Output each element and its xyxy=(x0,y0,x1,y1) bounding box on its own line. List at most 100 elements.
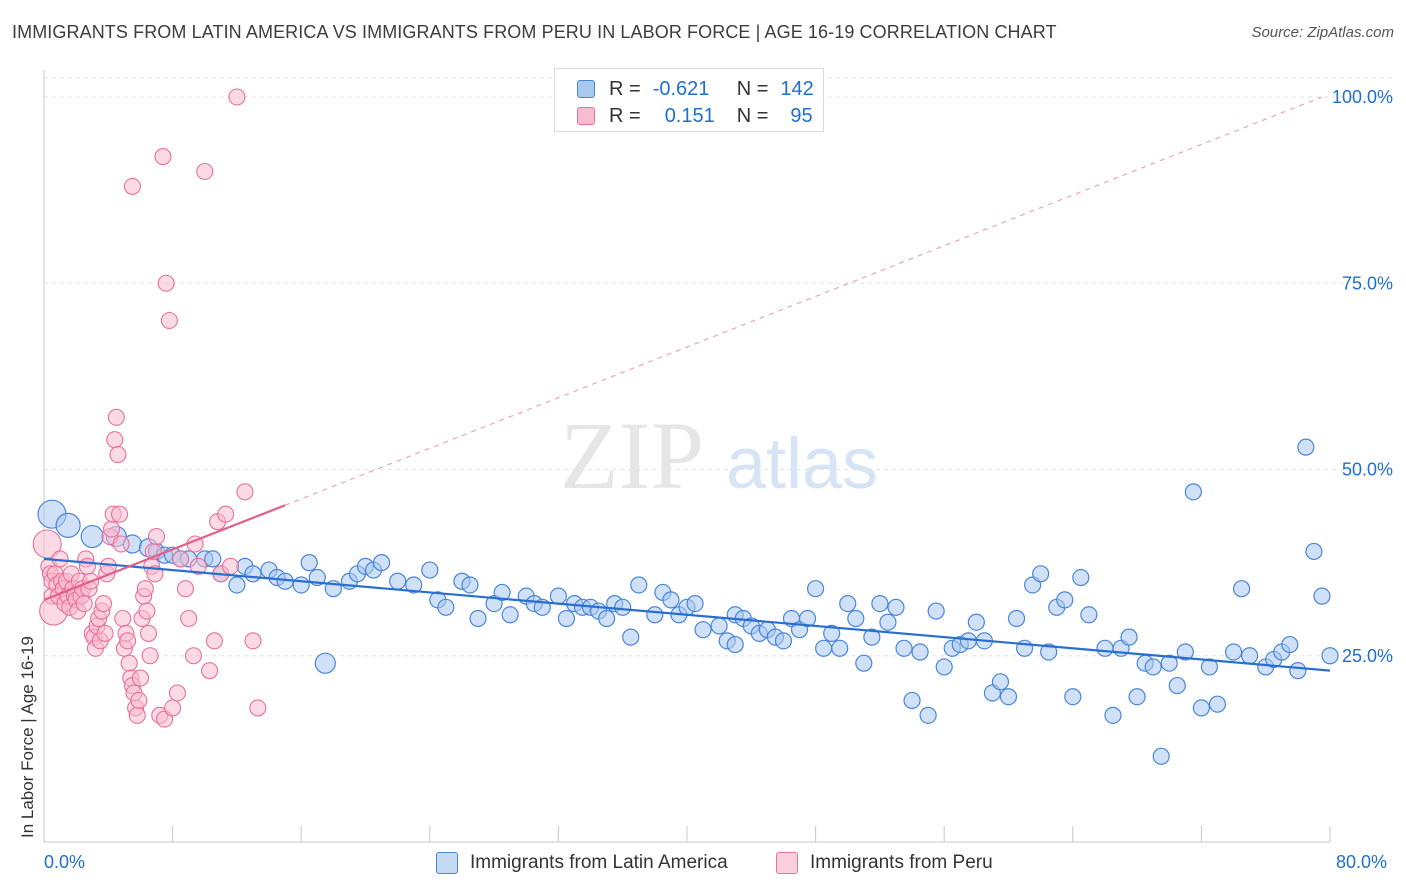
peru-point-81 xyxy=(189,557,207,575)
latin-america-point-135 xyxy=(726,635,744,654)
peru-point-64 xyxy=(139,624,158,642)
latin-america-point-129 xyxy=(1281,635,1299,654)
latin-america-point-107 xyxy=(1080,606,1098,624)
latin-america-point-119 xyxy=(1184,483,1202,501)
latin-america-point-125 xyxy=(1241,647,1259,665)
peru-point-76 xyxy=(168,684,186,702)
latin-america-point-98 xyxy=(1007,609,1026,628)
legend-r-label-2: R = xyxy=(609,104,641,127)
peru-point-84 xyxy=(205,632,223,650)
peru-point-91 xyxy=(244,632,262,650)
latin-america-point-88 xyxy=(927,602,945,620)
chart-title: IMMIGRANTS FROM LATIN AMERICA VS IMMIGRA… xyxy=(12,22,1057,42)
legend-n-label-1: N = xyxy=(736,77,769,100)
peru-point-75 xyxy=(164,699,182,717)
latin-america-point-105 xyxy=(1064,688,1082,706)
latin-america-point-59 xyxy=(686,594,704,613)
latin-america-point-73 xyxy=(806,580,825,598)
latin-america-point-69 xyxy=(774,632,793,650)
peru-point-45 xyxy=(109,446,127,464)
latin-america-point-79 xyxy=(855,654,873,672)
latin-america-point-87 xyxy=(919,706,937,724)
peru-point-59 xyxy=(131,669,149,687)
latin-america-point-121 xyxy=(1200,658,1219,676)
bottom-legend-swatch-series2 xyxy=(776,852,798,874)
peru-point-72 xyxy=(154,148,172,166)
latin-america-point-82 xyxy=(879,613,897,631)
watermark-zip: ZIP xyxy=(560,402,704,509)
latin-america-point-60 xyxy=(694,621,712,639)
peru-point-24 xyxy=(75,595,93,613)
axes xyxy=(43,70,1331,843)
peru-point-89 xyxy=(228,88,246,106)
peru-point-37 xyxy=(96,624,114,642)
peru-point-74 xyxy=(160,311,178,330)
y-axis-label: In Labor Force | Age 16-19 xyxy=(18,636,37,838)
latin-america-point-28 xyxy=(372,554,391,572)
latin-america-point-72 xyxy=(798,609,817,628)
latin-america-point-118 xyxy=(1176,643,1194,661)
peru-point-83 xyxy=(201,662,219,680)
latin-america-points xyxy=(37,438,1339,765)
latin-america-point-123 xyxy=(1224,643,1243,661)
latin-america-point-104 xyxy=(1056,591,1074,609)
latin-america-point-78 xyxy=(847,609,865,628)
bottom-legend-label-series1: Immigrants from Latin America xyxy=(470,852,728,873)
latin-america-point-108 xyxy=(1096,639,1114,657)
latin-america-point-51 xyxy=(614,598,632,616)
peru-point-62 xyxy=(136,580,154,598)
legend-n-label-2: N = xyxy=(736,104,769,127)
peru-point-73 xyxy=(157,274,175,292)
source-credit: Source: ZipAtlas.com xyxy=(1251,24,1394,41)
latin-america-point-115 xyxy=(1152,747,1170,765)
latin-america-point-81 xyxy=(871,594,889,613)
peru-trend-line xyxy=(43,504,286,601)
y-tick-label-1: 50.0% xyxy=(1342,460,1393,480)
latin-america-point-112 xyxy=(1128,688,1146,706)
legend: R = -0.621 N = 142 R = 0.151 N = 95 xyxy=(554,68,824,132)
latin-america-point-52 xyxy=(622,628,640,646)
latin-america-point-2 xyxy=(80,524,104,549)
latin-america-point-122 xyxy=(1208,695,1227,713)
peru-point-48 xyxy=(114,609,132,628)
legend-r-value-1: -0.621 xyxy=(652,77,710,100)
legend-row-series1: R = -0.621 N = 142 xyxy=(577,77,814,101)
peru-point-41 xyxy=(102,520,121,538)
bottom-legend-label-series2: Immigrants from Peru xyxy=(810,852,993,873)
legend-n-value-1: 142 xyxy=(780,77,814,100)
latin-america-point-134 xyxy=(1321,647,1339,665)
latin-america-point-92 xyxy=(959,632,977,650)
latin-america-point-12 xyxy=(204,550,222,568)
latin-america-point-97 xyxy=(999,688,1018,706)
peru-point-87 xyxy=(217,505,235,523)
legend-r-label-1: R = xyxy=(609,77,641,100)
latin-america-point-16 xyxy=(244,565,262,583)
latin-america-point-31 xyxy=(421,561,439,579)
latin-america-point-76 xyxy=(831,639,849,657)
latin-america-point-136 xyxy=(314,652,336,674)
peru-point-44 xyxy=(107,408,125,426)
latin-america-point-77 xyxy=(839,594,857,613)
legend-n-value-2: 95 xyxy=(790,104,813,127)
latin-america-point-80 xyxy=(863,628,881,646)
latin-america-trend-line xyxy=(43,557,1331,672)
peru-point-79 xyxy=(180,609,198,628)
bottom-legend-series1: Immigrants from Latin America xyxy=(436,852,728,874)
peru-point-43 xyxy=(106,431,124,449)
latin-america-point-130 xyxy=(1289,662,1307,680)
peru-trend xyxy=(43,504,286,601)
latin-america-point-101 xyxy=(1032,565,1050,583)
peru-point-52 xyxy=(120,654,138,672)
peru-point-51 xyxy=(119,632,137,650)
peru-point-46 xyxy=(111,505,129,523)
latin-america-point-89 xyxy=(935,658,953,676)
peru-point-68 xyxy=(147,527,166,546)
latin-america-point-114 xyxy=(1144,658,1162,676)
latin-america-point-102 xyxy=(1040,643,1058,661)
latin-america-point-20 xyxy=(292,576,310,594)
latin-america-point-133 xyxy=(1313,587,1331,605)
latin-america-point-36 xyxy=(469,609,487,628)
y-tick-label-3: 100.0% xyxy=(1332,87,1393,107)
latin-america-point-30 xyxy=(405,576,423,594)
